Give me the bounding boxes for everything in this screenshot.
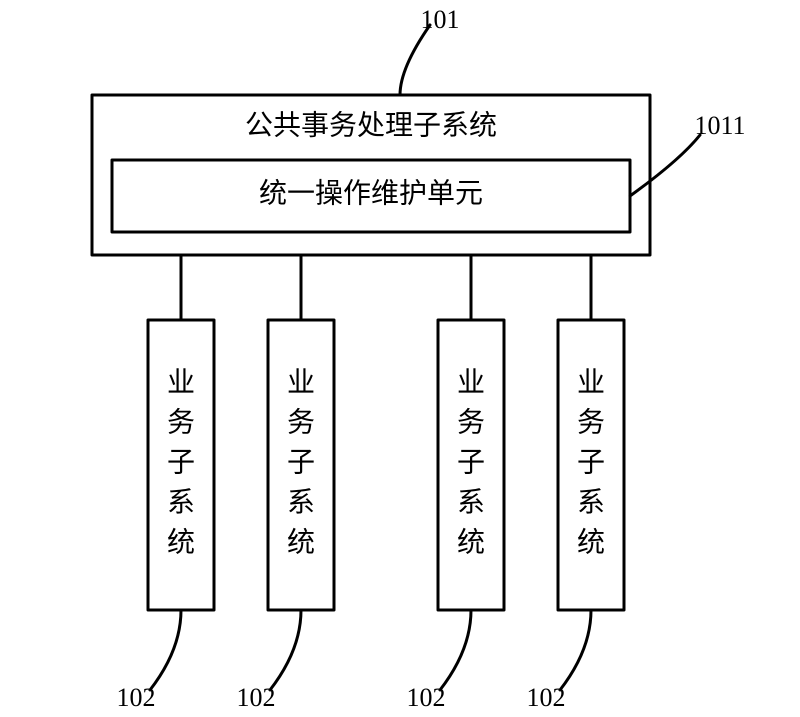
svg-text:业: 业	[577, 367, 605, 398]
svg-text:统: 统	[287, 526, 315, 558]
svg-text:子: 子	[287, 447, 315, 478]
ref-102-leader-3	[560, 610, 591, 690]
svg-text:业: 业	[167, 367, 195, 398]
ref-1011-leader	[630, 135, 700, 196]
svg-text:子: 子	[457, 447, 485, 478]
svg-text:务: 务	[287, 406, 315, 438]
svg-text:务: 务	[167, 406, 195, 438]
svg-text:业: 业	[457, 367, 485, 398]
ref-102-label-1: 102	[237, 683, 276, 712]
business-subsystem-label-1: 业务子系统	[287, 367, 315, 558]
public-affairs-subsystem-title: 公共事务处理子系统	[245, 109, 497, 141]
svg-text:务: 务	[577, 406, 605, 438]
svg-text:统: 统	[577, 526, 605, 558]
ref-1011-label: 1011	[694, 111, 745, 140]
ref-101-leader	[400, 25, 430, 95]
ref-102-label-3: 102	[527, 683, 566, 712]
svg-text:子: 子	[167, 447, 195, 478]
ref-101-label: 101	[421, 5, 460, 34]
ref-102-label-2: 102	[407, 683, 446, 712]
unified-om-unit-title: 统一操作维护单元	[259, 177, 483, 209]
ref-102-leader-1	[270, 610, 301, 690]
business-subsystem-label-3: 业务子系统	[577, 367, 605, 558]
svg-text:业: 业	[287, 367, 315, 398]
svg-text:系: 系	[457, 486, 485, 518]
svg-text:务: 务	[457, 406, 485, 438]
ref-102-label-0: 102	[117, 683, 156, 712]
ref-102-leader-2	[440, 610, 471, 690]
svg-text:系: 系	[287, 486, 315, 518]
svg-text:子: 子	[577, 447, 605, 478]
business-subsystem-label-2: 业务子系统	[457, 367, 485, 558]
ref-102-leader-0	[150, 610, 181, 690]
business-subsystem-label-0: 业务子系统	[167, 367, 195, 558]
svg-text:统: 统	[457, 526, 485, 558]
svg-text:系: 系	[577, 486, 605, 518]
svg-text:统: 统	[167, 526, 195, 558]
svg-text:系: 系	[167, 486, 195, 518]
